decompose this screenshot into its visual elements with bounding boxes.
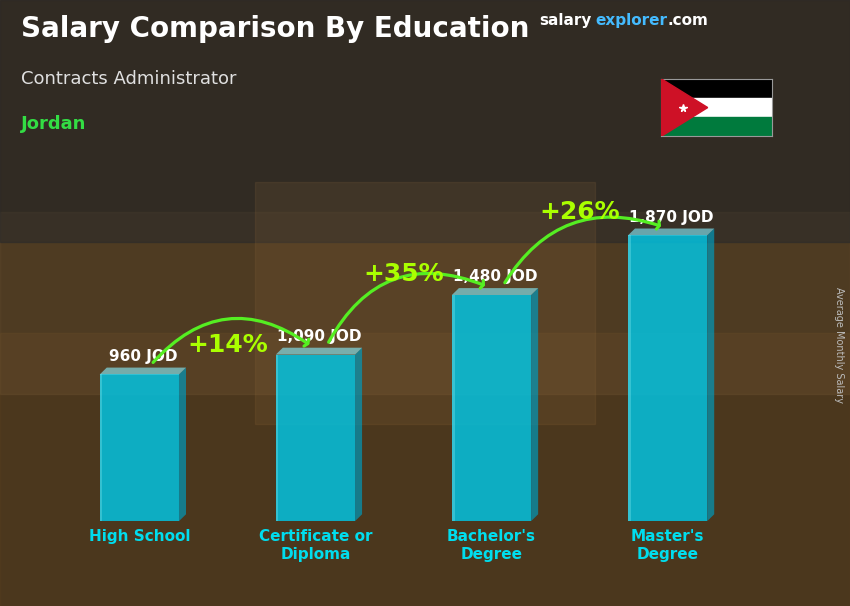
Text: +35%: +35% bbox=[363, 262, 444, 285]
Text: 960 JOD: 960 JOD bbox=[109, 349, 177, 364]
Polygon shape bbox=[531, 288, 538, 521]
Text: .com: .com bbox=[667, 13, 708, 28]
Polygon shape bbox=[275, 355, 279, 521]
Bar bbox=[0, 212, 850, 394]
Polygon shape bbox=[452, 295, 455, 521]
Bar bbox=[661, 79, 772, 98]
Polygon shape bbox=[99, 368, 186, 375]
Bar bbox=[0, 333, 850, 606]
Bar bbox=[99, 375, 179, 521]
Text: Average Monthly Salary: Average Monthly Salary bbox=[834, 287, 844, 404]
Bar bbox=[452, 295, 531, 521]
Text: salary: salary bbox=[540, 13, 592, 28]
Text: Jordan: Jordan bbox=[21, 115, 87, 133]
Text: +14%: +14% bbox=[187, 333, 268, 358]
Polygon shape bbox=[179, 368, 186, 521]
Bar bbox=[0, 0, 850, 242]
Polygon shape bbox=[275, 348, 362, 355]
Bar bbox=[628, 235, 707, 521]
Polygon shape bbox=[707, 228, 714, 521]
Text: 1,870 JOD: 1,870 JOD bbox=[629, 210, 713, 225]
Text: 1,480 JOD: 1,480 JOD bbox=[453, 269, 537, 284]
Polygon shape bbox=[628, 235, 631, 521]
Text: explorer: explorer bbox=[595, 13, 667, 28]
Bar bbox=[275, 355, 355, 521]
Bar bbox=[661, 117, 772, 136]
Text: 1,090 JOD: 1,090 JOD bbox=[277, 329, 361, 344]
Text: +26%: +26% bbox=[539, 201, 620, 224]
Bar bbox=[661, 98, 772, 117]
Polygon shape bbox=[99, 375, 102, 521]
Bar bbox=[255, 182, 595, 424]
Polygon shape bbox=[355, 348, 362, 521]
Polygon shape bbox=[628, 228, 714, 235]
Text: Salary Comparison By Education: Salary Comparison By Education bbox=[21, 15, 530, 43]
Polygon shape bbox=[661, 79, 708, 136]
Text: Contracts Administrator: Contracts Administrator bbox=[21, 70, 237, 88]
Polygon shape bbox=[452, 288, 538, 295]
